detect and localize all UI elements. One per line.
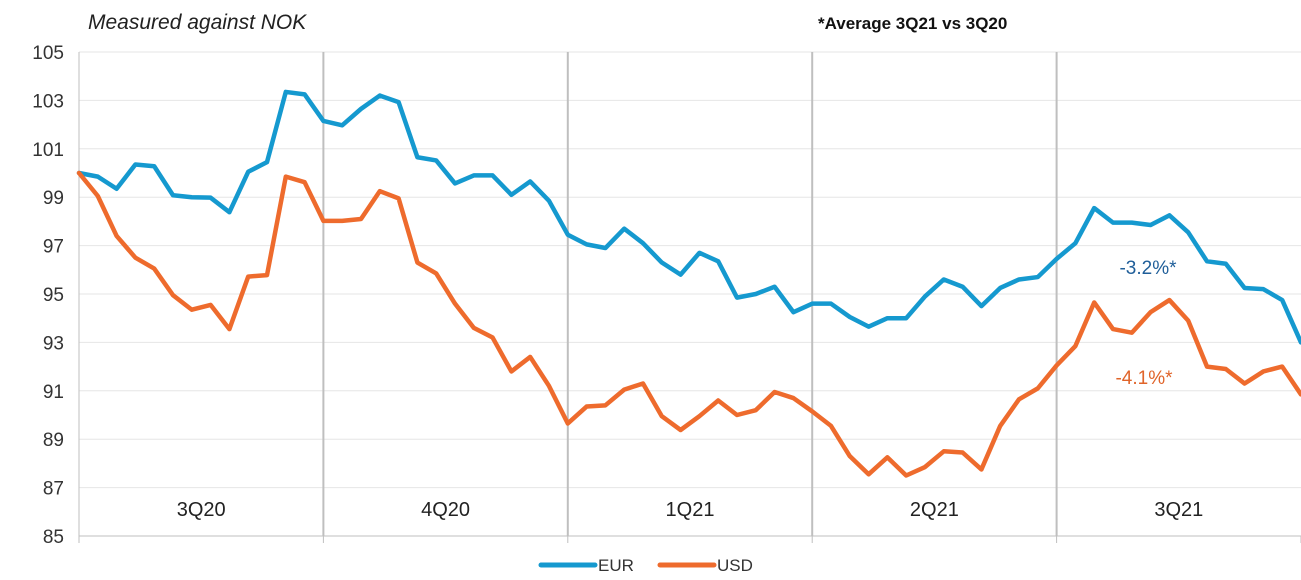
- y-tick-label: 103: [32, 91, 64, 112]
- axes: 85 87 89 91 93 95 97 99 101 103 105: [32, 43, 1301, 548]
- annotation-eur: -3.2%*: [1119, 258, 1177, 279]
- y-tick-label: 91: [43, 382, 64, 403]
- series-line-usd: [76, 170, 1301, 478]
- legend: EUR USD: [538, 556, 753, 575]
- chart-subtitle: Measured against NOK: [88, 11, 307, 34]
- period-label: 3Q21: [1154, 499, 1203, 521]
- series-lines: [76, 89, 1301, 478]
- period-label: 2Q21: [910, 499, 959, 521]
- period-label: 4Q20: [421, 499, 470, 521]
- annotation-usd: -4.1%*: [1115, 368, 1173, 389]
- y-tick-label: 85: [43, 527, 64, 548]
- chart-note: *Average 3Q21 vs 3Q20: [818, 14, 1007, 33]
- y-tick-label: 97: [43, 237, 64, 258]
- gridlines: [79, 51, 1301, 536]
- legend-label-eur: EUR: [598, 556, 634, 575]
- legend-label-usd: USD: [717, 556, 753, 575]
- y-tick-label: 93: [43, 333, 64, 354]
- y-tick-label: 95: [43, 285, 64, 306]
- y-tick-label: 105: [32, 43, 64, 64]
- y-tick-label: 99: [43, 188, 64, 209]
- y-tick-label: 87: [43, 479, 64, 500]
- period-labels: 3Q20 4Q20 1Q21 2Q21 3Q21: [177, 499, 1204, 521]
- y-tick-label: 101: [32, 140, 64, 161]
- series-line-eur: [76, 89, 1301, 345]
- series-annotations: -3.2%* -4.1%*: [1115, 258, 1177, 389]
- period-label: 3Q20: [177, 499, 226, 521]
- y-tick-label: 89: [43, 430, 64, 451]
- period-label: 1Q21: [666, 499, 715, 521]
